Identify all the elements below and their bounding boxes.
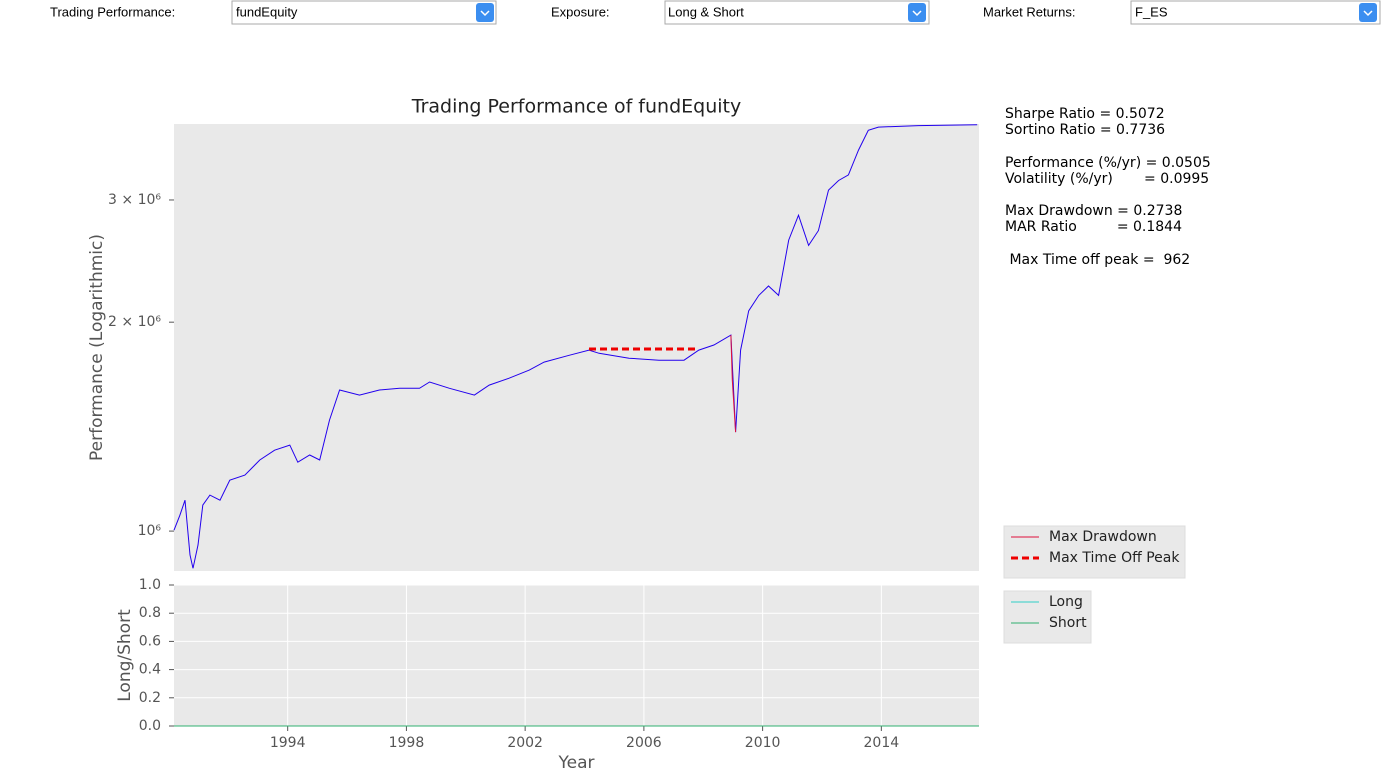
y-tick-label: 10⁶ — [138, 523, 162, 539]
dropdown[interactable]: fundEquity — [231, 0, 497, 25]
y-tick-label: 1.0 — [139, 577, 161, 593]
arrow-icon — [1363, 10, 1373, 17]
series-line — [730, 335, 737, 433]
legend-box — [1003, 525, 1186, 579]
dropdown-value[interactable]: F_ES — [1135, 4, 1168, 19]
chart-title: Trading Performance of fundEquity — [411, 96, 741, 118]
dropdown-arrow[interactable] — [908, 3, 926, 22]
stats: Sharpe Ratio = 0.5072 Sortino Ratio = 0.… — [1005, 106, 1211, 268]
y-tick-label: 0.0 — [139, 718, 161, 734]
x-tick-label: 2006 — [626, 735, 662, 751]
dropdown-arrow[interactable] — [1359, 3, 1377, 22]
plot-area — [174, 585, 979, 726]
dropdown-box[interactable] — [664, 0, 930, 25]
dropdown-box[interactable] — [1130, 0, 1381, 25]
stat-line: Max Time off peak = 962 — [1005, 252, 1190, 268]
legend-label: Max Time Off Peak — [1049, 550, 1180, 566]
controls: Trading Performance: fundEquity Exposure… — [50, 0, 1381, 25]
legend-label: Short — [1049, 615, 1087, 631]
stat-line: Performance (%/yr) = 0.0505 — [1005, 155, 1211, 171]
dropdown-arrow[interactable] — [476, 3, 494, 22]
legend-label: Long — [1049, 594, 1083, 610]
control-label: Exposure: — [551, 4, 610, 19]
control-label: Market Returns: — [983, 4, 1075, 19]
stat-line: Sharpe Ratio = 0.5072 — [1005, 106, 1165, 122]
x-axis-label: Year — [558, 753, 595, 773]
dropdown[interactable]: Long & Short — [664, 0, 930, 25]
dropdown[interactable]: F_ES — [1130, 0, 1381, 25]
stat-line: Max Drawdown = 0.2738 — [1005, 203, 1182, 219]
series-line — [173, 124, 978, 569]
y-tick-label: 0.6 — [139, 633, 161, 649]
stat-line: Volatility (%/yr) = 0.0995 — [1005, 171, 1209, 187]
y-tick-label: 3 × 10⁶ — [108, 192, 161, 208]
arrow-icon — [480, 10, 490, 17]
arrow-icon — [912, 10, 922, 17]
stat-line: MAR Ratio = 0.1844 — [1005, 219, 1182, 235]
x-tick-label: 2002 — [507, 735, 543, 751]
dropdown-value[interactable]: fundEquity — [236, 4, 298, 19]
x-tick-label: 1994 — [270, 735, 306, 751]
legend-label: Max Drawdown — [1049, 529, 1157, 545]
plot-area — [174, 124, 979, 571]
x-tick-label: 2014 — [864, 735, 900, 751]
control-label: Trading Performance: — [50, 4, 175, 19]
y-axis-label: Performance (Logarithmic) — [87, 234, 107, 461]
y-tick-label: 2 × 10⁶ — [108, 314, 161, 330]
y-axis-label: Long/Short — [115, 609, 135, 702]
y-tick-label: 0.8 — [139, 605, 161, 621]
y-tick-label: 0.2 — [139, 690, 161, 706]
x-tick-label: 1998 — [389, 735, 425, 751]
dropdown-value[interactable]: Long & Short — [668, 4, 744, 19]
dropdown-box[interactable] — [231, 0, 497, 25]
stat-line: Sortino Ratio = 0.7736 — [1005, 122, 1165, 138]
x-tick-label: 2010 — [745, 735, 781, 751]
y-tick-label: 0.4 — [139, 662, 161, 678]
legend-box — [1003, 590, 1092, 644]
